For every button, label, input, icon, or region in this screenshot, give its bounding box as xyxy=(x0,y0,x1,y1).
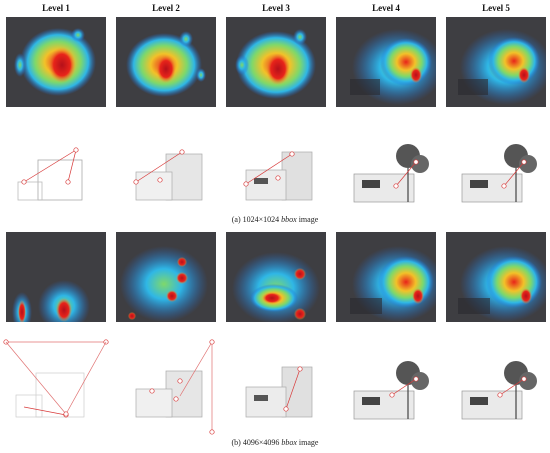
level-5-label: Level 5 xyxy=(482,3,510,13)
facade-sketch-b-level-5 xyxy=(446,355,546,427)
heatmap-a-level-3 xyxy=(226,17,326,107)
facade-sketch-b-level-2 xyxy=(116,355,216,427)
heatmap-b-level-1 xyxy=(6,232,106,322)
caption-a-emph: bbox xyxy=(281,215,297,224)
level-1-label: Level 1 xyxy=(42,3,70,13)
facade-sketch-a-level-2 xyxy=(116,140,216,212)
caption-b-prefix: (b) 4096×4096 xyxy=(231,438,282,447)
level-3-label: Level 3 xyxy=(262,3,290,13)
facade-sketch-a-level-5 xyxy=(446,140,546,212)
caption-b-emph: bbox xyxy=(281,438,297,447)
heatmap-b-level-4 xyxy=(336,232,436,322)
facade-sketch-b-level-3 xyxy=(226,355,326,427)
heatmap-b-level-3 xyxy=(226,232,326,322)
caption-b: (b) 4096×4096 bbox image xyxy=(0,438,550,447)
heatmap-a-level-2 xyxy=(116,17,216,107)
heatmap-a-level-5 xyxy=(446,17,546,107)
heatmap-a-level-1 xyxy=(6,17,106,107)
facade-sketch-a-level-1 xyxy=(6,140,106,212)
caption-a-prefix: (a) 1024×1024 xyxy=(231,215,282,224)
facade-sketch-a-level-3 xyxy=(226,140,326,212)
caption-b-suffix: image xyxy=(296,438,319,447)
facade-sketch-b-level-4 xyxy=(336,355,436,427)
facade-sketch-a-level-4 xyxy=(336,140,436,212)
level-4-label: Level 4 xyxy=(372,3,400,13)
level-2-label: Level 2 xyxy=(152,3,180,13)
facade-sketch-b-level-1 xyxy=(6,355,106,427)
caption-a-suffix: image xyxy=(296,215,319,224)
heatmap-b-level-5 xyxy=(446,232,546,322)
heatmap-b-level-2 xyxy=(116,232,216,322)
caption-a: (a) 1024×1024 bbox image xyxy=(0,215,550,224)
heatmap-a-level-4 xyxy=(336,17,436,107)
